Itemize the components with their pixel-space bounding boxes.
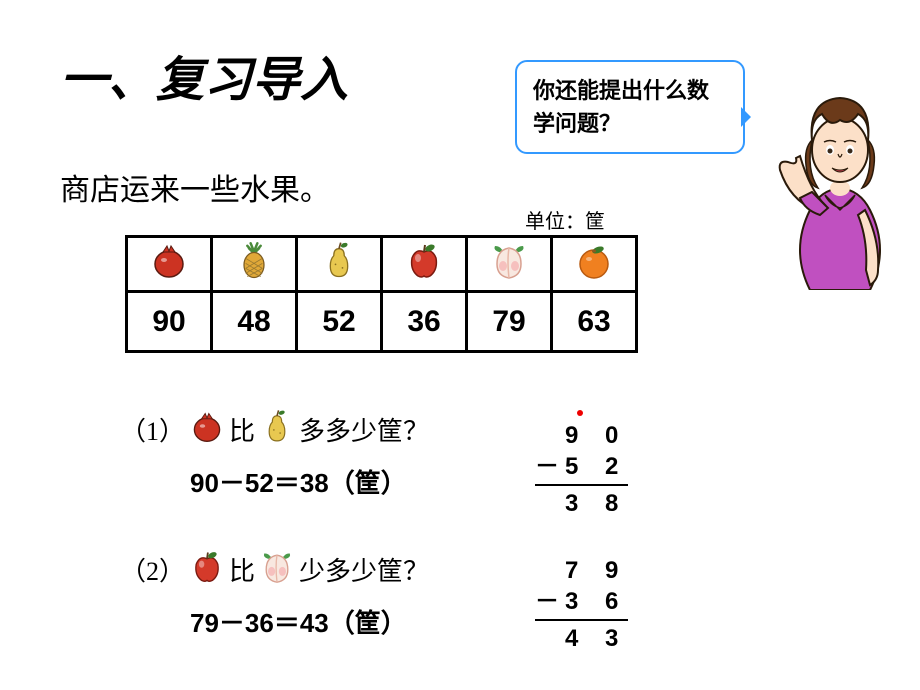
calc1-op: － — [535, 451, 569, 482]
question-1: （1） 比 多多少筐？ 90－52＝38（筐） — [120, 408, 429, 500]
vertical-calc-2: 7 9 －3 6 4 3 — [565, 555, 628, 655]
calc2-line — [535, 619, 628, 621]
cell-pear-icon — [297, 237, 382, 292]
fruit-table: 90 48 52 36 79 63 — [125, 235, 638, 353]
vertical-calc-1: 9 0 －5 2 3 8 — [565, 420, 628, 520]
calc1-a: 9 0 — [565, 420, 628, 451]
cell-pineapple-icon — [212, 237, 297, 292]
teacher-illustration — [770, 70, 910, 290]
cell-peach-icon — [467, 237, 552, 292]
unit-label: 单位：筐 — [525, 205, 605, 234]
cell-pomegranate-icon — [127, 237, 212, 292]
calc2-op: － — [535, 586, 569, 617]
q2-text-2: 少多少筐？ — [299, 551, 429, 588]
q2-equation: 79－36＝43（筐） — [190, 603, 429, 640]
cell-apple-icon — [382, 237, 467, 292]
cell-pomegranate-value: 90 — [127, 292, 212, 352]
q1-text-2: 多多少筐？ — [299, 411, 429, 448]
q1-index: （1） — [120, 411, 185, 448]
q1-text-1: 比 — [229, 411, 255, 448]
cell-peach-value: 79 — [467, 292, 552, 352]
section-title: 一、复习导入 — [60, 40, 348, 110]
cell-orange-icon — [552, 237, 637, 292]
question-2: （2） 比 少多少筐？ 79－36＝43（筐） — [120, 548, 429, 640]
q2-index: （2） — [120, 551, 185, 588]
cell-pineapple-value: 48 — [212, 292, 297, 352]
apple-icon — [189, 548, 225, 591]
calc1-b: 5 2 — [565, 453, 628, 480]
calc1-line — [535, 484, 628, 486]
peach-icon — [259, 548, 295, 591]
calc2-result: 4 3 — [565, 623, 628, 654]
cell-apple-value: 36 — [382, 292, 467, 352]
problem-intro: 商店运来一些水果。 — [60, 165, 330, 209]
calc2-a: 7 9 — [565, 555, 628, 586]
pear-icon — [259, 408, 295, 451]
speech-bubble: 你还能提出什么数学问题？ — [515, 60, 745, 154]
q2-text-1: 比 — [229, 551, 255, 588]
cell-orange-value: 63 — [552, 292, 637, 352]
q1-equation: 90－52＝38（筐） — [190, 463, 429, 500]
cell-pear-value: 52 — [297, 292, 382, 352]
borrow-dot — [577, 410, 583, 416]
pomegranate-icon — [189, 408, 225, 451]
calc2-b: 3 6 — [565, 588, 628, 615]
calc1-result: 3 8 — [565, 488, 628, 519]
